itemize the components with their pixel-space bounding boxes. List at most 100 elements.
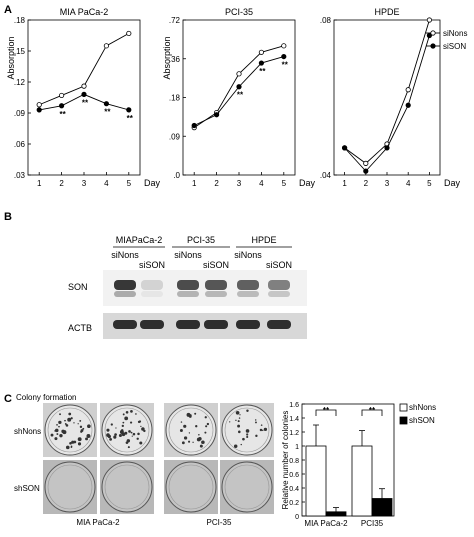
- significance-mark: **: [127, 114, 134, 123]
- data-point-siNons: [103, 43, 110, 49]
- legend-label: siSON: [443, 42, 466, 51]
- colony: [68, 412, 72, 416]
- colony: [79, 419, 82, 422]
- colony: [196, 437, 201, 442]
- colony: [183, 424, 187, 428]
- colony: [136, 437, 139, 440]
- colony: [229, 421, 231, 423]
- lane-label: siSON: [139, 260, 165, 270]
- colony: [179, 428, 183, 432]
- y-tick-label: 1.4: [289, 416, 299, 423]
- colony: [119, 430, 124, 434]
- colony: [192, 441, 194, 443]
- data-point-siSON: [58, 103, 65, 109]
- x-tick-label: 2: [364, 179, 369, 188]
- blot-smear-son: [114, 291, 136, 297]
- x-tick-label: 3: [237, 179, 242, 188]
- lane-label: siNons: [174, 250, 202, 260]
- significance-mark: **: [59, 110, 66, 119]
- cell-line-label: MIAPaCa-2: [116, 235, 163, 245]
- colony: [106, 428, 110, 432]
- data-point-siNons: [58, 92, 65, 99]
- colony: [109, 438, 112, 441]
- data-point-siSON: [81, 91, 87, 98]
- legend-swatch: [399, 416, 408, 425]
- colony: [245, 429, 250, 433]
- blot-smear-son: [205, 291, 227, 297]
- colony: [64, 419, 66, 422]
- x-tick-label: 1: [342, 179, 347, 188]
- colony: [137, 432, 140, 436]
- bar-shNons: [351, 445, 373, 517]
- y-tick-label: .04: [320, 171, 332, 180]
- y-tick-label: 0.6: [289, 472, 299, 479]
- y-tick-label: .0: [173, 171, 180, 180]
- colony: [56, 433, 59, 436]
- blot-smear-son: [177, 291, 199, 297]
- y-tick-label: .09: [14, 109, 26, 118]
- chart-mia-paca2: MIA PaCa-2 .03 .06 .09 .12 .15 .18 1 2 3 4 5 ** ** ** *…: [14, 7, 141, 188]
- blot-band-son: [177, 280, 199, 290]
- row-label-son: SON: [68, 282, 88, 292]
- culture-plate: [165, 404, 217, 456]
- column-label: PCI-35: [207, 518, 232, 527]
- colony: [255, 421, 257, 424]
- plate-rim: [104, 407, 150, 453]
- chart-title: MIA PaCa-2: [60, 7, 109, 17]
- colony: [233, 444, 238, 448]
- colony: [240, 443, 242, 446]
- category-label: MIA PaCa-2: [304, 519, 348, 528]
- category-label: PCI35: [361, 519, 384, 528]
- y-tick-label: 0: [295, 514, 299, 521]
- western-blot: MIAPaCa-2 PCI-35 HPDEsiNonssiSONsiNonssiSO…: [68, 235, 307, 339]
- data-point-siSON: [363, 168, 369, 174]
- colony: [130, 431, 133, 434]
- blot-smear-son: [237, 291, 259, 297]
- y-axis-label: Relative number of colonies: [281, 411, 290, 510]
- colony: [69, 441, 72, 445]
- colony: [50, 433, 54, 437]
- data-point-siSON: [191, 122, 197, 129]
- colony: [235, 410, 240, 415]
- colony: [246, 409, 249, 413]
- colony: [59, 413, 61, 416]
- colony: [54, 428, 59, 433]
- data-point-siSON: [405, 102, 411, 108]
- colony: [131, 435, 133, 437]
- bar-shSON: [371, 498, 393, 517]
- plate-rim: [104, 464, 150, 510]
- colony: [132, 432, 136, 436]
- data-point-siSON: [281, 53, 287, 60]
- legend-label: siNons: [443, 29, 467, 38]
- colony: [242, 437, 245, 441]
- colony: [238, 430, 241, 434]
- colony: [58, 425, 60, 428]
- y-tick-label: .08: [320, 16, 332, 25]
- colony: [124, 431, 128, 435]
- data-point-siSON: [341, 145, 348, 151]
- x-tick-label: 1: [192, 179, 197, 188]
- colony: [114, 433, 117, 436]
- culture-plate: [44, 461, 96, 513]
- colony: [188, 440, 191, 443]
- blot-band-actb: [140, 320, 164, 329]
- colony: [71, 440, 75, 444]
- colony: [128, 430, 131, 433]
- colony: [135, 413, 137, 415]
- panel-a-xlabel-2: Day: [299, 178, 316, 188]
- data-point-siSON: [384, 145, 390, 151]
- lane-label: siNons: [234, 250, 262, 260]
- colony: [201, 440, 205, 445]
- significance-bracket: [361, 409, 383, 416]
- data-point-siNons: [236, 71, 242, 77]
- colony: [140, 425, 142, 428]
- data-point-siNons: [81, 83, 87, 89]
- colony: [130, 410, 133, 413]
- significance-mark: **: [323, 406, 330, 415]
- colony: [122, 421, 125, 424]
- colony: [58, 420, 62, 425]
- colony: [138, 420, 142, 423]
- y-tick-label: .06: [14, 140, 26, 149]
- colony: [259, 428, 263, 432]
- colony: [263, 427, 268, 432]
